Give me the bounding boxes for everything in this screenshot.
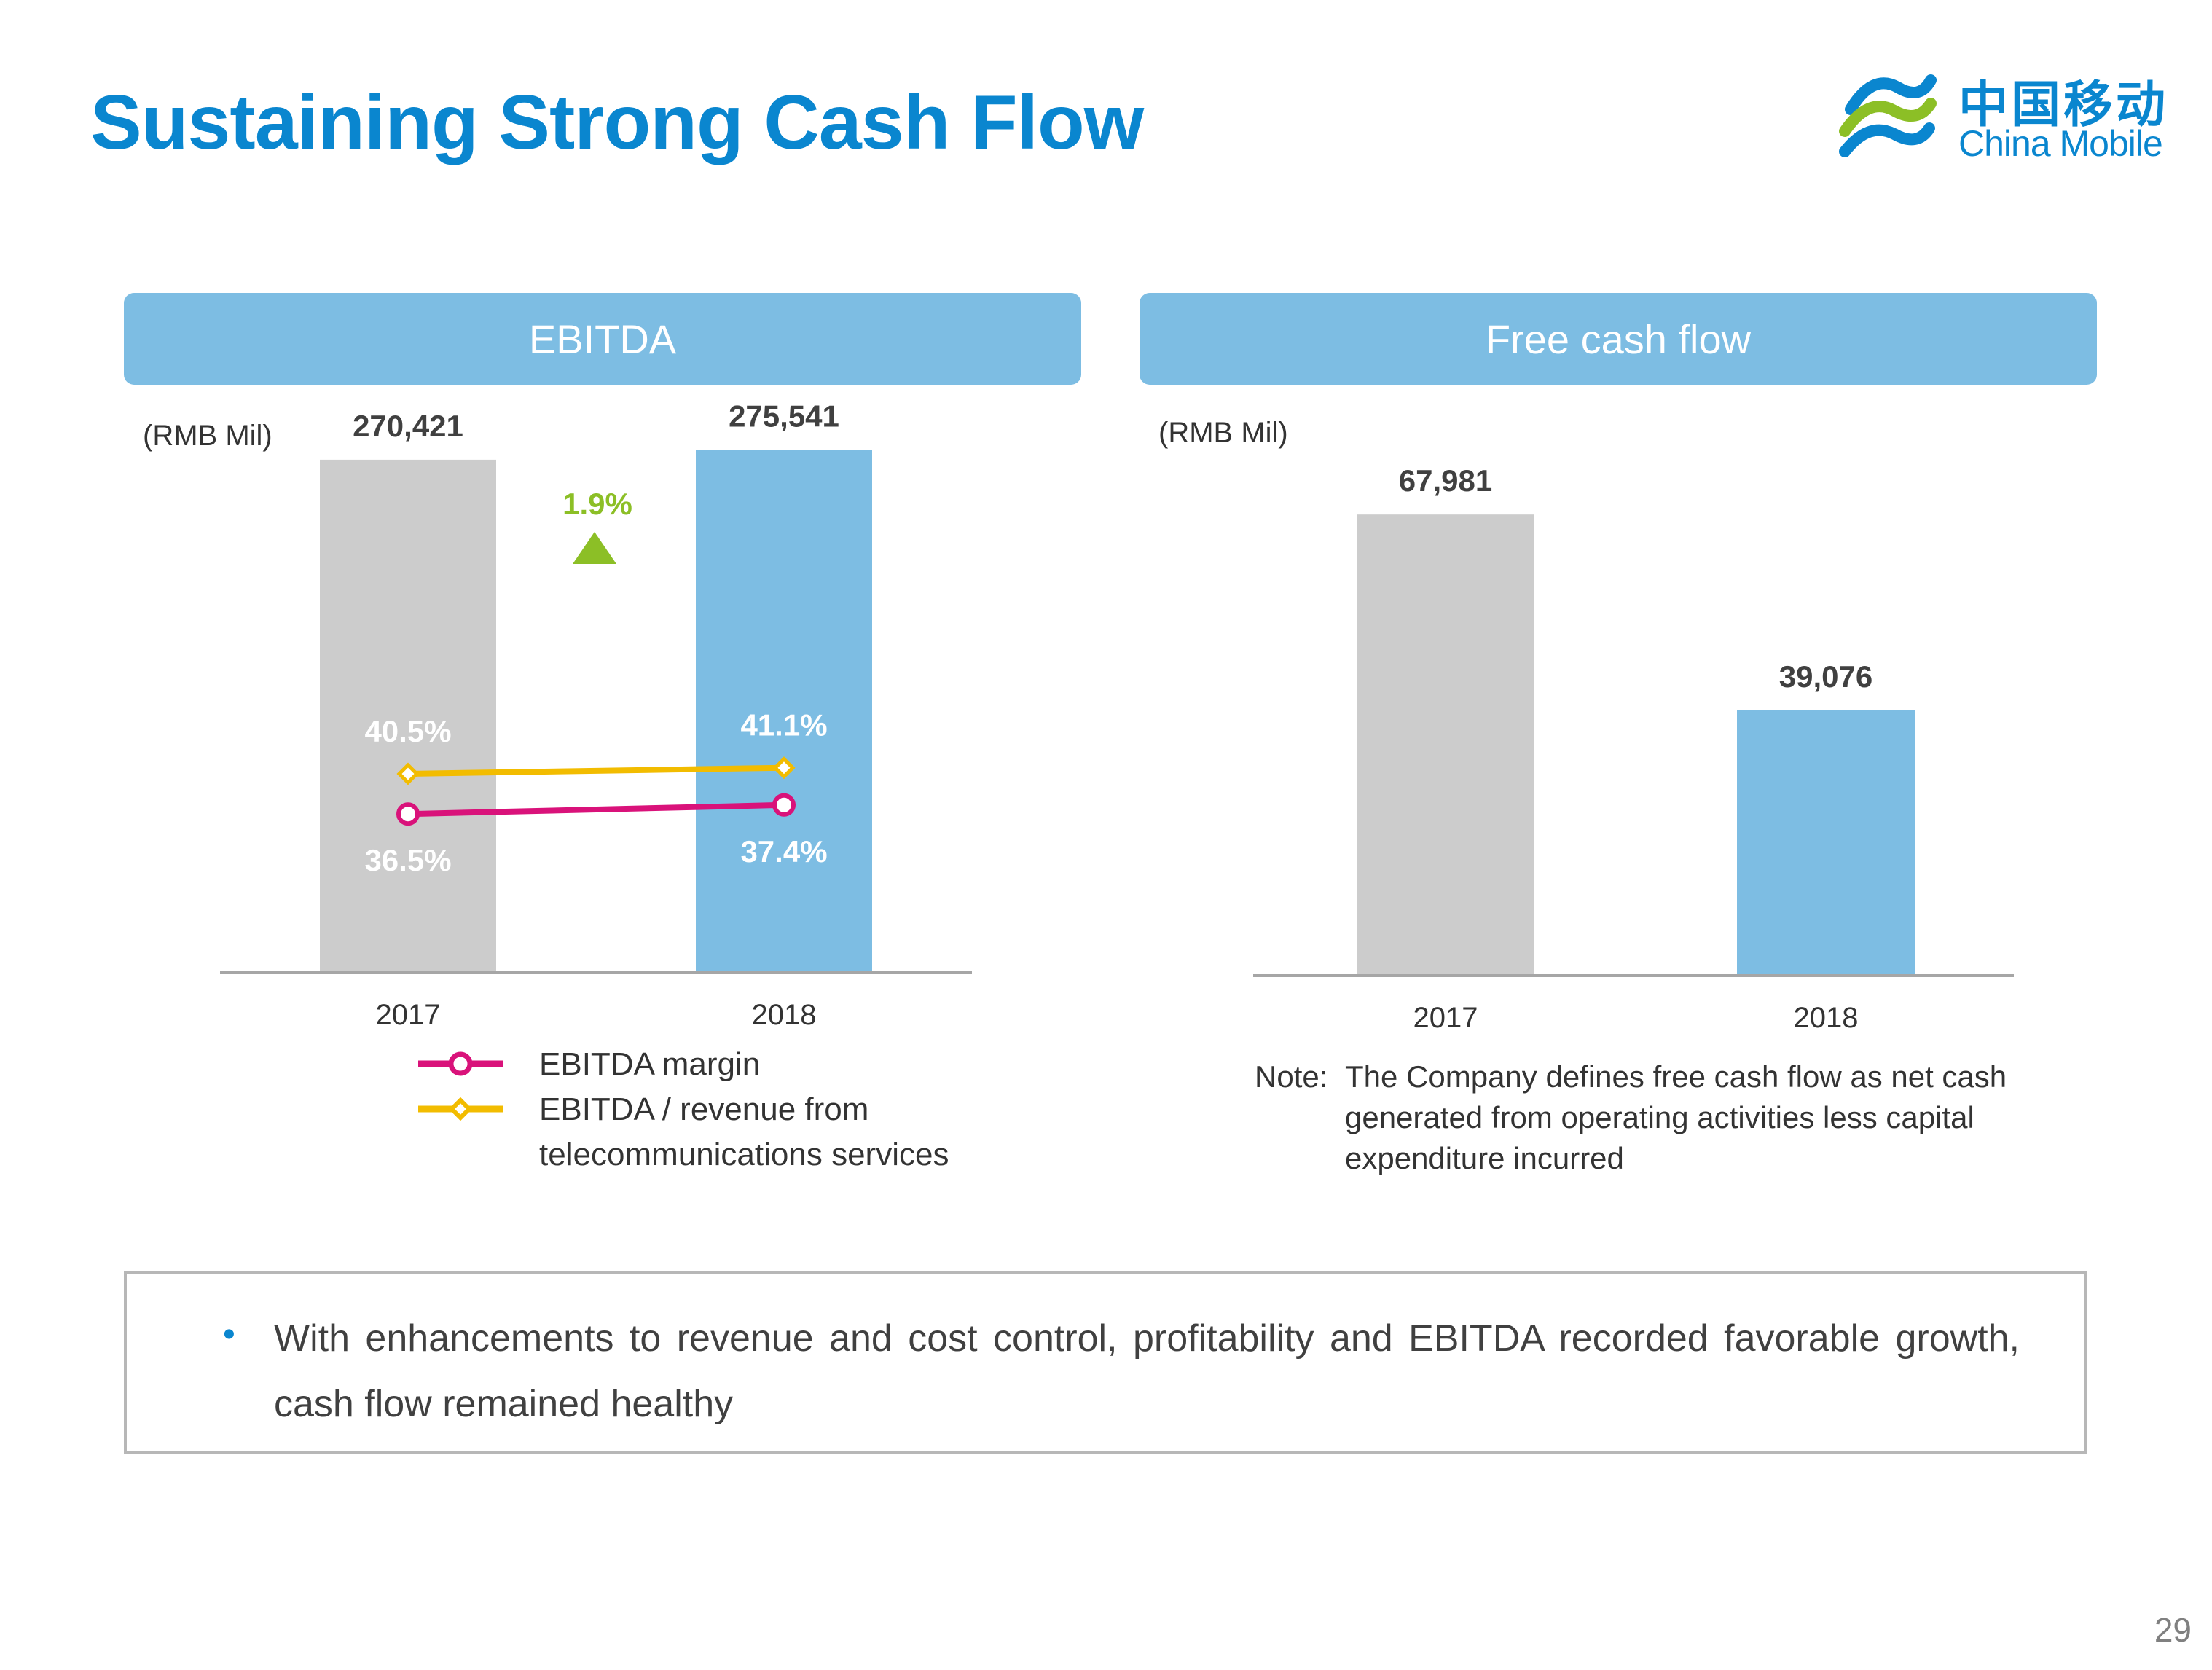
ebitda-legend: EBITDA margin EBITDA / revenue from tele… [408, 1042, 1064, 1180]
ebitda-growth-label: 1.9% [562, 487, 632, 521]
fcf-bar-2017 [1357, 514, 1534, 975]
ebitda-bar-2017 [320, 459, 496, 972]
ebitda-revenue-label-2018: 41.1% [740, 708, 827, 742]
fcf-tick-label-2018: 2018 [1794, 1002, 1859, 1034]
ebitda-revenue-label-2017: 40.5% [364, 714, 451, 748]
bullet-icon: • [223, 1315, 235, 1354]
legend-label-ebitda-revenue: EBITDA / revenue from telecommunications… [539, 1091, 949, 1172]
ebitda-value-label-2018: 275,541 [729, 399, 839, 434]
ebitda-margin-label-2017: 36.5% [364, 843, 451, 877]
page-title: Sustaining Strong Cash Flow [90, 79, 1144, 165]
ebitda-margin-point-2017 [396, 802, 420, 826]
fcf-tick-label-2017: 2017 [1413, 1002, 1478, 1034]
summary-box: • With enhancements to revenue and cost … [124, 1271, 2087, 1454]
ebitda-revenue-point-2017 [396, 762, 420, 785]
fcf-bar-2018 [1737, 710, 1915, 975]
ebitda-chart: 270,421 2017 275,541 2018 1.9% 40.5% 41.1% 36.5… [220, 399, 972, 1031]
summary-text: With enhancements to revenue and cost co… [274, 1317, 2020, 1425]
ebitda-value-label-2017: 270,421 [353, 409, 463, 443]
fcf-panel-header: Free cash flow [1140, 293, 2097, 385]
ebitda-revenue-point-2018 [772, 756, 796, 780]
fcf-unit-label: (RMB Mil) [1158, 417, 1288, 449]
ebitda-margin-label-2018: 37.4% [740, 834, 827, 869]
fcf-value-label-2017: 67,981 [1399, 463, 1492, 498]
ebitda-tick-label-2018: 2018 [752, 999, 817, 1031]
fcf-value-label-2018: 39,076 [1779, 659, 1872, 694]
logo-chinese-text: 中国移动 [1958, 77, 2169, 134]
page-number: 29 [2154, 1611, 2192, 1649]
note-label: Note: [1255, 1059, 1328, 1094]
line-ebitda-revenue [407, 764, 785, 777]
logo-english-text: China Mobile [1958, 123, 2163, 164]
ebitda-tick-label-2017: 2017 [376, 999, 441, 1031]
ebitda-bar-2018 [696, 450, 872, 972]
legend-diamond-marker-icon [418, 1097, 503, 1121]
growth-up-triangle-icon [573, 532, 616, 564]
ebitda-panel-header: EBITDA [124, 293, 1081, 385]
china-mobile-logo: 中国移动 China Mobile [1829, 58, 2171, 175]
legend-circle-marker-icon [418, 1051, 503, 1076]
logo-swirl-icon [1839, 74, 1937, 157]
line-ebitda-margin [407, 801, 785, 818]
ebitda-unit-label: (RMB Mil) [143, 420, 272, 452]
fcf-chart: 67,981 2017 39,076 2018 [1253, 463, 2014, 1034]
legend-label-ebitda-margin: EBITDA margin [539, 1046, 761, 1082]
note-text: The Company defines free cash flow as ne… [1345, 1059, 2007, 1175]
ebitda-margin-point-2018 [772, 793, 796, 817]
